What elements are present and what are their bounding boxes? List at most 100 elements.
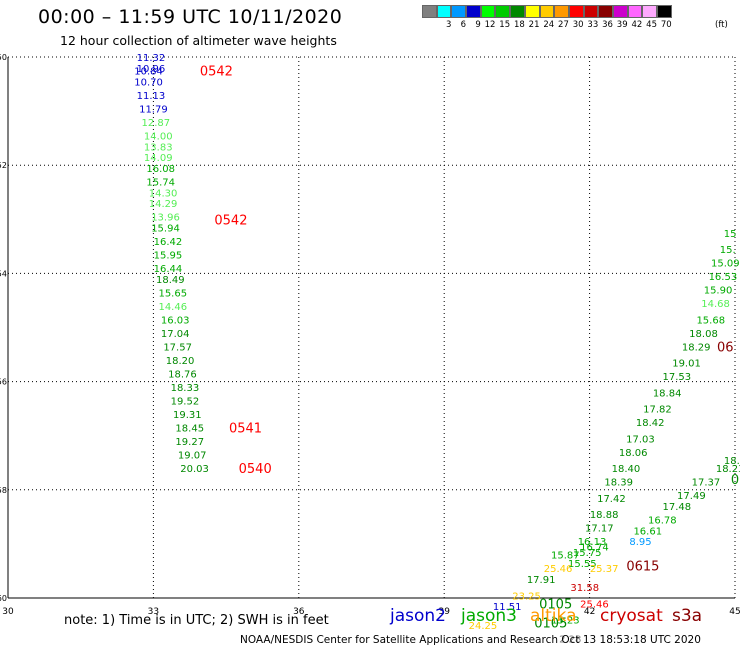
- wave-height-point: 11.51: [493, 602, 522, 613]
- wave-height-point: 15.68: [696, 315, 725, 326]
- wave-height-point: 24.25: [469, 621, 498, 632]
- legend-swatch: [627, 5, 643, 18]
- wave-height-point: 20.03: [180, 464, 209, 475]
- wave-height-point: 10.84: [134, 67, 163, 78]
- legend-label: 18: [513, 20, 525, 30]
- y-tick-label: -54: [0, 269, 7, 278]
- wave-height-point: 18.49: [156, 275, 185, 286]
- wave-height-point: 15.74: [146, 177, 175, 188]
- wave-height-point: 17.53: [663, 372, 692, 383]
- wave-height-point: 25.46: [544, 564, 573, 575]
- y-tick-label: -60: [0, 594, 7, 603]
- legend-swatch: [539, 5, 555, 18]
- wave-height-point: 17.03: [626, 434, 655, 445]
- wave-height-point: 17.82: [643, 405, 672, 416]
- wave-height-point: 18.23: [716, 464, 740, 475]
- x-tick-label: 36: [293, 607, 305, 617]
- wave-height-point: 17.42: [597, 494, 626, 505]
- pass-time-label: 06: [717, 340, 734, 355]
- legend-swatch: [524, 5, 540, 18]
- wave-height-point: 15.90: [704, 286, 733, 297]
- legend-swatch: [568, 5, 584, 18]
- wave-height-point: 14.68: [701, 299, 730, 310]
- wave-height-point: 18.08: [689, 329, 718, 340]
- wave-height-point: 11.79: [139, 104, 168, 115]
- x-tick-label: 39: [438, 607, 450, 617]
- wave-height-point: 18.20: [166, 356, 195, 367]
- wave-height-point: 16.53: [709, 272, 738, 283]
- wave-height-point: 11.13: [137, 91, 166, 102]
- wave-height-point: 13.96: [151, 213, 180, 224]
- wave-height-point: 19.01: [672, 359, 701, 370]
- wave-height-point: 18.84: [653, 388, 682, 399]
- wave-height-point: 14.00: [144, 131, 173, 142]
- wave-height-point: 16.78: [648, 516, 677, 527]
- chart-subtitle: 12 hour collection of altimeter wave hei…: [60, 33, 337, 48]
- legend-label: 24: [543, 20, 555, 30]
- wave-height-point: 16.42: [154, 237, 183, 248]
- chart-title: 00:00 – 11:59 UTC 10/11/2020: [38, 6, 343, 28]
- wave-height-point: 17.17: [585, 524, 614, 535]
- legend-label: 9: [475, 20, 481, 30]
- wave-height-point: 14.46: [158, 302, 187, 313]
- wave-height-point: 12.87: [142, 118, 171, 129]
- y-tick-label: -56: [0, 378, 7, 387]
- pass-time-label: 0542: [200, 65, 233, 80]
- wave-height-point: 17.48: [663, 502, 692, 513]
- wave-height-point: 18.29: [682, 342, 711, 353]
- wave-height-point: 15.23: [551, 616, 580, 627]
- wave-height-point: 17.91: [527, 575, 556, 586]
- wave-height-point: 19.27: [175, 437, 204, 448]
- legend-swatch: [612, 5, 628, 18]
- pass-time-label: 0105: [534, 616, 567, 631]
- legend-label: 15: [499, 20, 511, 30]
- wave-height-point: 18.1: [724, 456, 740, 467]
- wave-height-point: 17.37: [692, 478, 721, 489]
- legend-swatch: [422, 5, 437, 18]
- x-tick-label: 42: [584, 607, 595, 617]
- wave-height-point: 14.30: [149, 188, 178, 199]
- pass-time-label: 0105: [539, 597, 572, 612]
- x-tick-label: 33: [148, 607, 159, 617]
- wave-height-point: 17.57: [163, 342, 192, 353]
- wave-height-point: 16.61: [633, 526, 662, 537]
- wave-height-point: 15.65: [158, 288, 187, 299]
- legend-label: 39: [616, 20, 628, 30]
- wave-height-point: 2.28: [559, 635, 581, 646]
- legend-label: 21: [528, 20, 540, 30]
- wave-height-point: 16.44: [154, 264, 183, 275]
- wave-height-point: 18.45: [175, 424, 204, 435]
- wave-height-point: 11.32: [137, 53, 166, 64]
- legend-label: 45: [646, 20, 657, 30]
- pass-time-label: 0542: [214, 213, 247, 228]
- legend-label: 27: [558, 20, 569, 30]
- legend-swatch: [510, 5, 525, 18]
- wave-height-point: 14.29: [149, 199, 178, 210]
- sat-altika: altika: [530, 606, 577, 626]
- wave-height-point: 18.33: [171, 383, 200, 394]
- wave-height-point: 15.87: [551, 551, 580, 562]
- legend-swatch: [495, 5, 511, 18]
- legend-label: 36: [602, 20, 613, 30]
- wave-height-point: 18.42: [636, 418, 665, 429]
- wave-height-point: 16.03: [161, 315, 190, 326]
- legend-label: 6: [460, 20, 467, 30]
- sat-cryosat: cryosat: [600, 606, 663, 626]
- pass-time-label: 0541: [229, 422, 262, 437]
- y-tick-label: -52: [0, 161, 7, 170]
- wave-height-point: 17.49: [677, 491, 706, 502]
- pass-time-label: 0615: [626, 560, 659, 575]
- wave-height-point: 10.96: [137, 64, 166, 75]
- legend-swatch: [657, 5, 672, 18]
- wave-height-point: 19.52: [171, 397, 200, 408]
- legend-swatch: [554, 5, 569, 18]
- wave-height-point: 18.88: [590, 510, 619, 521]
- wave-height-point: 18.76: [168, 369, 197, 380]
- legend-swatch: [480, 5, 496, 18]
- wave-height-point: 15.09: [711, 259, 740, 270]
- pass-time-label: 0: [731, 473, 739, 488]
- wave-height-point: 25.46: [580, 599, 609, 610]
- sat-s3a: s3a: [672, 606, 703, 626]
- legend-swatch: [451, 5, 467, 18]
